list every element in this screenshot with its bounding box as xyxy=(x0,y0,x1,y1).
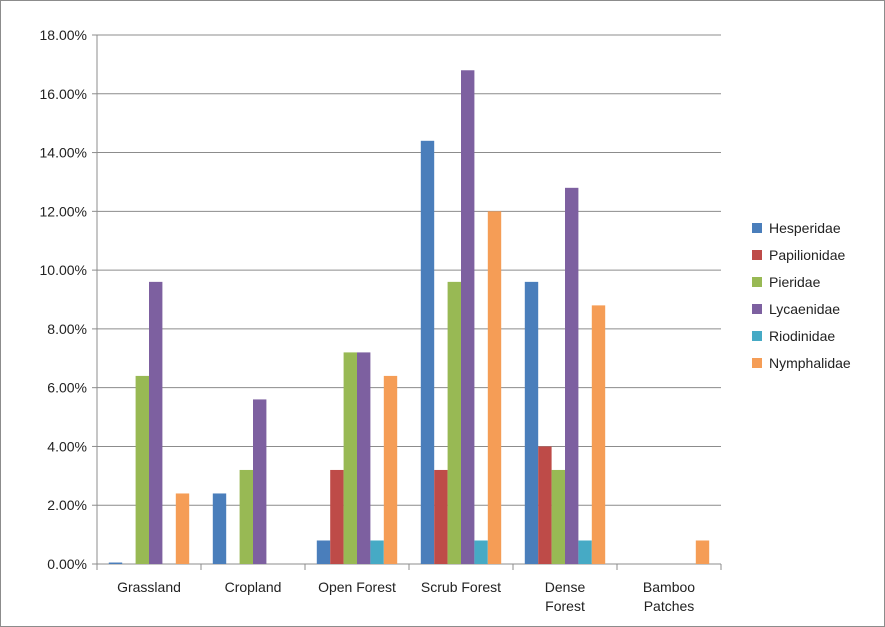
bar-lycaenidae xyxy=(461,70,475,565)
bar-papilionidae xyxy=(330,469,344,564)
bar-nymphalidae xyxy=(487,211,502,565)
bar-riodinidae xyxy=(578,540,592,564)
x-tick-label: Patches xyxy=(644,598,695,614)
bars xyxy=(108,70,710,565)
legend-swatch xyxy=(752,304,762,314)
bar-riodinidae xyxy=(370,540,384,564)
legend-label: Lycaenidae xyxy=(769,301,840,317)
y-axis: 0.00% 2.00% 4.00% 6.00% 8.00% 10.00% 12.00% 14.… xyxy=(40,27,98,572)
gridlines xyxy=(97,34,721,506)
bar-lycaenidae xyxy=(565,187,579,565)
bar-pieridae xyxy=(447,281,461,564)
legend-swatch xyxy=(752,331,762,341)
bar-papilionidae xyxy=(434,469,448,564)
x-tick-label: Open Forest xyxy=(318,579,396,595)
x-tick-label: Forest xyxy=(545,598,585,614)
bar-pieridae xyxy=(135,375,149,564)
y-tick-label: 6.00% xyxy=(47,380,87,396)
bar-pieridae xyxy=(343,352,357,564)
legend-swatch xyxy=(752,223,762,233)
bar-hesperidae xyxy=(212,493,227,564)
bar-hesperidae xyxy=(108,562,123,564)
legend-swatch xyxy=(752,250,762,260)
bar-papilionidae xyxy=(538,446,552,564)
bar-hesperidae xyxy=(420,140,435,565)
legend: Hesperidae Papilionidae Pieridae Lycaenidae… xyxy=(752,220,851,371)
y-tick-label: 14.00% xyxy=(40,145,87,161)
y-tick-label: 2.00% xyxy=(47,497,87,513)
x-tick-label: Bamboo xyxy=(643,579,695,595)
bar-nymphalidae xyxy=(591,305,606,564)
legend-label: Papilionidae xyxy=(769,247,845,263)
bar-lycaenidae xyxy=(357,352,371,564)
y-tick-label: 0.00% xyxy=(47,556,87,572)
bar-hesperidae xyxy=(524,281,539,564)
legend-label: Pieridae xyxy=(769,274,821,290)
legend-label: Nymphalidae xyxy=(769,355,851,371)
bar-nymphalidae xyxy=(175,493,190,564)
bar-lycaenidae xyxy=(149,281,163,564)
legend-swatch xyxy=(752,277,762,287)
bar-nymphalidae xyxy=(383,375,398,564)
x-tick-label: Grassland xyxy=(117,579,181,595)
legend-label: Riodinidae xyxy=(769,328,835,344)
bar-lycaenidae xyxy=(253,399,267,564)
y-tick-label: 10.00% xyxy=(40,262,87,278)
x-axis: Grassland Cropland Open Forest Scrub Forest… xyxy=(96,563,722,614)
y-tick-label: 8.00% xyxy=(47,321,87,337)
y-tick-label: 12.00% xyxy=(40,203,87,219)
y-tick-label: 18.00% xyxy=(40,27,87,43)
y-tick-label: 16.00% xyxy=(40,86,87,102)
x-tick-label: Scrub Forest xyxy=(421,579,501,595)
x-tick-label: Dense xyxy=(545,579,586,595)
legend-swatch xyxy=(752,358,762,368)
bar-pieridae xyxy=(551,469,565,564)
bar-riodinidae xyxy=(474,540,488,564)
bar-hesperidae xyxy=(316,540,331,564)
y-tick-label: 4.00% xyxy=(47,438,87,454)
legend-label: Hesperidae xyxy=(769,220,841,236)
bar-pieridae xyxy=(239,469,253,564)
x-tick-label: Cropland xyxy=(225,579,282,595)
bar-nymphalidae xyxy=(695,540,710,564)
